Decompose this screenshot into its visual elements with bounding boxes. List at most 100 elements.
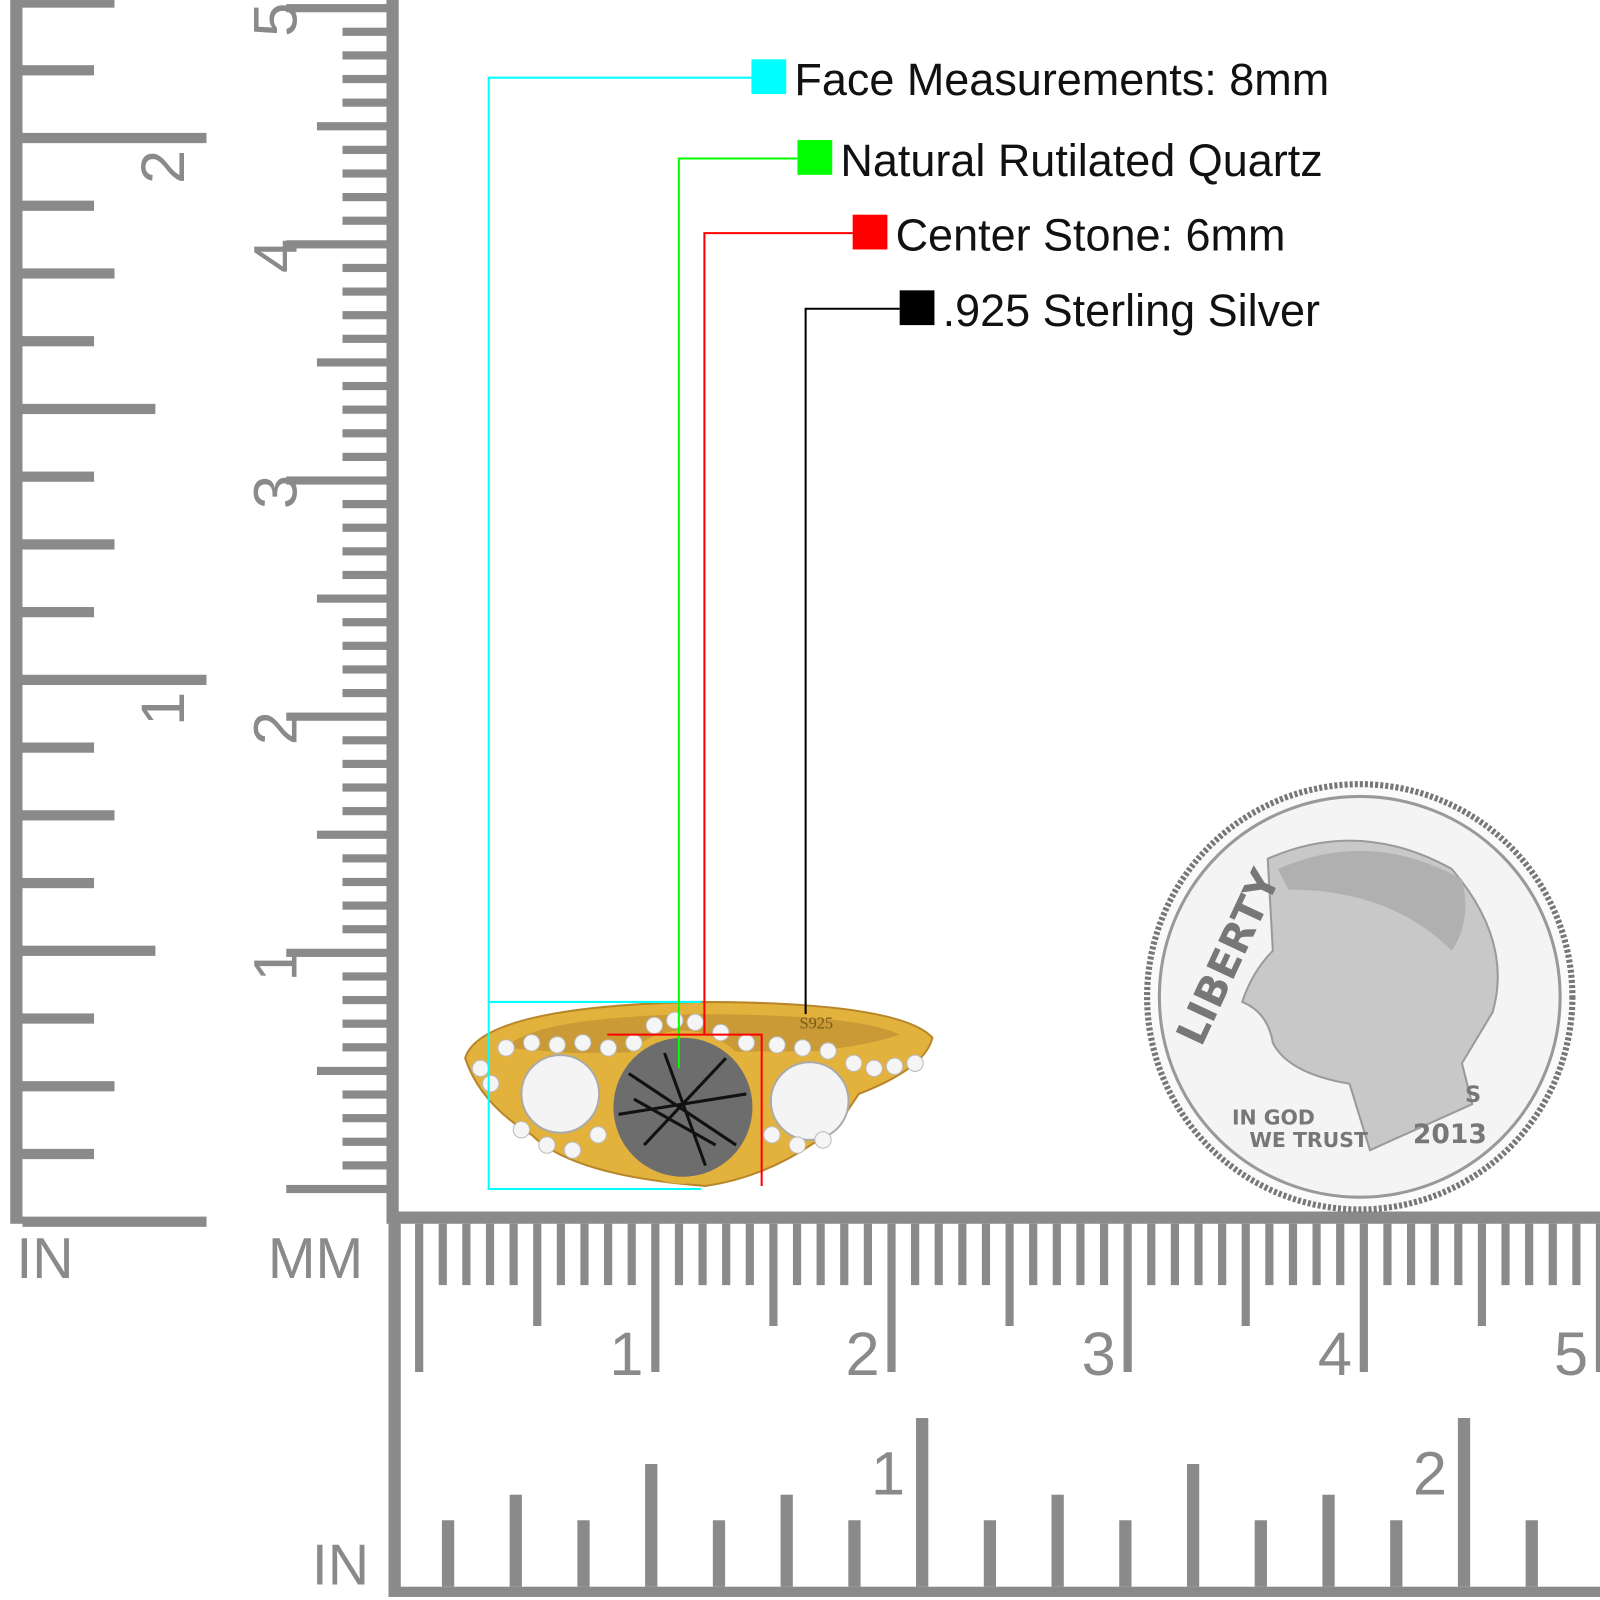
- mm-tick: [286, 1184, 389, 1194]
- inch-tick: [22, 1081, 115, 1092]
- mm-tick: [342, 334, 389, 343]
- mm-tick: [1548, 1223, 1557, 1286]
- pave-stone: [645, 1016, 664, 1035]
- mm-tick: [342, 736, 389, 745]
- mm-tick: [556, 1223, 565, 1286]
- inch-tick: [1457, 1418, 1471, 1587]
- mm-tick: [604, 1223, 613, 1286]
- mm-tick: [286, 4, 389, 13]
- pave-stone: [763, 1126, 781, 1144]
- mm-tick: [1406, 1223, 1416, 1286]
- mm-tick: [674, 1223, 684, 1286]
- inch-number: 1: [128, 692, 197, 726]
- mm-tick: [1147, 1223, 1156, 1286]
- pave-stone: [686, 1013, 704, 1032]
- vertical-ruler-in-caption: IN: [16, 1227, 73, 1291]
- mm-tick: [911, 1223, 920, 1286]
- mm-tick: [1052, 1223, 1061, 1286]
- mm-tick: [342, 688, 389, 698]
- mm-tick: [1194, 1223, 1203, 1286]
- mm-tick: [342, 523, 389, 532]
- mm-tick: [1336, 1223, 1345, 1286]
- mm-tick: [342, 1137, 389, 1146]
- inch-tick: [22, 539, 115, 550]
- mm-tick: [342, 500, 389, 509]
- mm-tick: [342, 641, 389, 650]
- mm-tick: [316, 1066, 389, 1076]
- inch-tick: [1390, 1520, 1403, 1587]
- pave-stone: [906, 1054, 924, 1072]
- mm-tick: [342, 98, 389, 107]
- inch-tick: [22, 877, 95, 889]
- inch-tick: [848, 1520, 861, 1587]
- mm-tick: [792, 1223, 802, 1286]
- inch-tick: [22, 742, 95, 753]
- mm-tick: [342, 547, 389, 556]
- pave-stone: [599, 1039, 617, 1057]
- mm-tick: [1572, 1223, 1581, 1286]
- legend-swatch: [852, 214, 888, 250]
- pave-stone: [788, 1136, 807, 1154]
- coin-motto-1: IN GOD: [1232, 1106, 1315, 1130]
- inch-tick: [22, 65, 95, 76]
- mm-tick: [509, 1223, 518, 1286]
- mm-tick: [342, 74, 389, 84]
- inch-tick: [1119, 1520, 1132, 1587]
- pave-stone: [538, 1136, 556, 1154]
- mm-tick: [342, 807, 389, 816]
- mm-tick: [1501, 1223, 1510, 1286]
- mm-tick: [286, 948, 389, 957]
- mm-tick: [1265, 1223, 1274, 1286]
- mm-tick: [816, 1223, 825, 1286]
- mm-tick: [342, 1114, 389, 1123]
- mm-tick: [863, 1223, 872, 1286]
- mm-tick: [722, 1223, 731, 1286]
- inch-tick: [1322, 1494, 1335, 1587]
- mm-number: 1: [240, 947, 309, 981]
- pave-stone: [482, 1075, 500, 1093]
- inch-tick: [22, 1216, 207, 1227]
- mm-tick: [342, 995, 389, 1005]
- pave-stone: [574, 1034, 592, 1052]
- ring-stamp: S925: [799, 1013, 833, 1032]
- inch-tick: [22, 268, 115, 279]
- legend-label: Natural Rutilated Quartz: [840, 135, 1322, 186]
- inch-tick: [983, 1520, 997, 1587]
- pave-stone: [768, 1036, 786, 1054]
- mm-tick: [1099, 1223, 1109, 1286]
- pave-stone: [865, 1059, 883, 1078]
- mm-tick: [627, 1223, 636, 1286]
- inch-tick: [22, 403, 156, 415]
- mm-tick: [1005, 1223, 1014, 1327]
- mm-tick: [342, 1090, 389, 1099]
- mm-tick: [1123, 1223, 1132, 1373]
- pave-stone: [589, 1126, 607, 1144]
- mm-number: 5: [240, 3, 309, 37]
- legend-swatch: [797, 140, 833, 175]
- inch-tick: [22, 336, 95, 347]
- mm-tick: [342, 925, 389, 934]
- mm-tick: [342, 759, 389, 768]
- inch-tick: [22, 810, 115, 821]
- inch-tick: [916, 1418, 929, 1587]
- mm-tick: [887, 1223, 896, 1373]
- coin-mint-mark: S: [1465, 1082, 1481, 1108]
- pave-stone: [522, 1034, 541, 1052]
- inch-tick: [1051, 1494, 1064, 1587]
- mm-number: 2: [240, 711, 309, 745]
- mm-tick: [342, 405, 389, 414]
- mm-tick: [769, 1223, 778, 1327]
- pave-stone: [819, 1042, 837, 1060]
- mm-tick: [342, 263, 389, 273]
- pave-stone: [471, 1059, 490, 1078]
- mm-tick: [342, 429, 389, 438]
- mm-tick: [1312, 1223, 1321, 1286]
- mm-tick: [286, 240, 389, 249]
- mm-tick: [316, 122, 389, 131]
- inch-number: 1: [871, 1439, 905, 1508]
- pave-stone: [512, 1121, 531, 1139]
- pave-stone: [885, 1057, 904, 1076]
- mm-tick: [1383, 1223, 1392, 1286]
- mm-tick: [438, 1223, 447, 1286]
